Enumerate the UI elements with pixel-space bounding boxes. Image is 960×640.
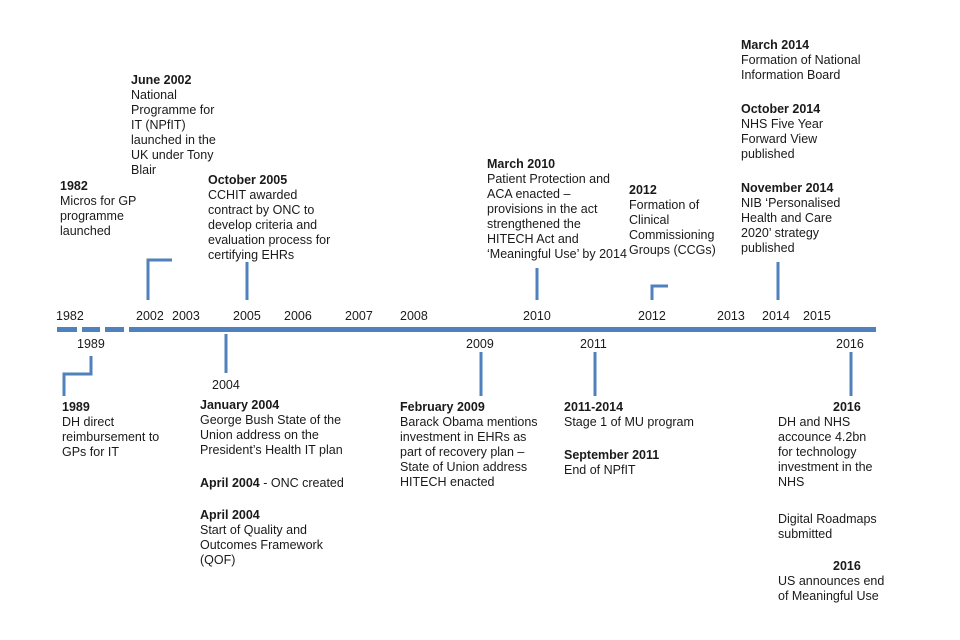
- event-text: NIB ‘Personalised Health and Care 2020’ …: [741, 196, 841, 255]
- event-title: April 2004: [200, 508, 260, 522]
- event-title: October 2014: [741, 102, 821, 116]
- year-label: 2002: [136, 309, 164, 323]
- event-1989: 1989 DH direct reimbursement to GPs for …: [62, 400, 162, 460]
- year-label: 2009: [466, 337, 494, 351]
- event-text: National Programme for IT (NPfIT) launch…: [131, 88, 216, 177]
- event-text: End of NPfIT: [564, 463, 636, 477]
- event-text: DH direct reimbursement to GPs for IT: [62, 415, 160, 459]
- event-title: March 2010: [487, 157, 556, 171]
- event-title: June 2002: [131, 73, 192, 87]
- event-title: 2011-2014: [564, 400, 624, 414]
- event-text: CCHIT awarded contract by ONC to develop…: [208, 188, 331, 262]
- event-2012: 2012 Formation of Clinical Commissioning…: [629, 183, 729, 258]
- event-digital-roadmaps: Digital Roadmaps submitted: [778, 512, 888, 542]
- event-text: Stage 1 of MU program: [564, 415, 694, 429]
- event-title: 2016: [833, 559, 861, 573]
- event-text: NHS Five Year Forward View published: [741, 117, 823, 161]
- event-title: 1989: [62, 400, 90, 414]
- event-text: Digital Roadmaps submitted: [778, 512, 877, 541]
- connector-2012: [650, 284, 668, 300]
- event-text: Barack Obama mentions investment in EHRs…: [400, 415, 538, 489]
- year-label: 2005: [233, 309, 261, 323]
- event-title: 2016: [833, 400, 861, 414]
- timeline-axis-dash-3: [105, 327, 124, 332]
- event-text: US announces end of Meaningful Use: [778, 574, 885, 603]
- event-title: 1982: [60, 179, 88, 193]
- timeline-axis: [129, 327, 876, 332]
- year-label: 2006: [284, 309, 312, 323]
- event-title: January 2004: [200, 398, 280, 412]
- event-text: George Bush State of the Union address o…: [200, 413, 343, 457]
- event-text: Micros for GP programme launched: [60, 194, 137, 238]
- year-label: 2007: [345, 309, 373, 323]
- year-label: 2011: [580, 337, 607, 351]
- event-text: Formation of National Information Board: [741, 53, 861, 82]
- year-label: 1989: [77, 337, 105, 351]
- event-march-2014: March 2014 Formation of National Informa…: [741, 38, 881, 83]
- event-2016-us: 2016 US announces end of Meaningful Use: [778, 559, 898, 604]
- event-june-2002: June 2002 National Programme for IT (NPf…: [131, 73, 221, 178]
- event-march-2010: March 2010 Patient Protection and ACA en…: [487, 157, 627, 262]
- event-april-2004-onc: April 2004 - ONC created: [200, 476, 380, 491]
- year-label: 2008: [400, 309, 428, 323]
- event-january-2004: January 2004 George Bush State of the Un…: [200, 398, 362, 458]
- event-text: Patient Protection and ACA enacted – pro…: [487, 172, 627, 261]
- event-october-2014: October 2014 NHS Five Year Forward View …: [741, 102, 841, 162]
- timeline-axis-dash-1: [57, 327, 77, 332]
- event-october-2005: October 2005 CCHIT awarded contract by O…: [208, 173, 334, 263]
- event-text: Formation of Clinical Commissioning Grou…: [629, 198, 716, 257]
- year-label: 2014: [762, 309, 790, 323]
- year-label: 2015: [803, 309, 831, 323]
- event-november-2014: November 2014 NIB ‘Personalised Health a…: [741, 181, 861, 256]
- event-2011-2014: 2011-2014 Stage 1 of MU program: [564, 400, 714, 430]
- event-title: September 2011: [564, 448, 660, 462]
- year-label: 2010: [523, 309, 551, 323]
- event-text: DH and NHS accounce 4.2bn for technology…: [778, 415, 873, 489]
- event-title: October 2005: [208, 173, 288, 187]
- connector-1989: [62, 356, 93, 396]
- event-title: February 2009: [400, 400, 485, 414]
- event-1982: 1982 Micros for GP programme launched: [60, 179, 138, 239]
- year-label: 1982: [56, 309, 84, 323]
- event-title: November 2014: [741, 181, 834, 195]
- event-title: April 2004: [200, 476, 260, 490]
- event-text: - ONC created: [259, 476, 344, 490]
- event-february-2009: February 2009 Barack Obama mentions inve…: [400, 400, 548, 490]
- year-label: 2016: [836, 337, 864, 351]
- connector-2002: [146, 258, 172, 300]
- event-april-2004-qof: April 2004 Start of Quality and Outcomes…: [200, 508, 350, 568]
- year-label: 2012: [638, 309, 666, 323]
- year-label: 2003: [172, 309, 200, 323]
- event-2016-dh-nhs: 2016 DH and NHS accounce 4.2bn for techn…: [778, 400, 884, 490]
- event-title: 2012: [629, 183, 657, 197]
- event-text: Start of Quality and Outcomes Framework …: [200, 523, 323, 567]
- event-september-2011: September 2011 End of NPfIT: [564, 448, 714, 478]
- timeline-axis-dash-2: [82, 327, 100, 332]
- event-title: March 2014: [741, 38, 810, 52]
- year-label: 2013: [717, 309, 745, 323]
- year-label: 2004: [212, 378, 240, 392]
